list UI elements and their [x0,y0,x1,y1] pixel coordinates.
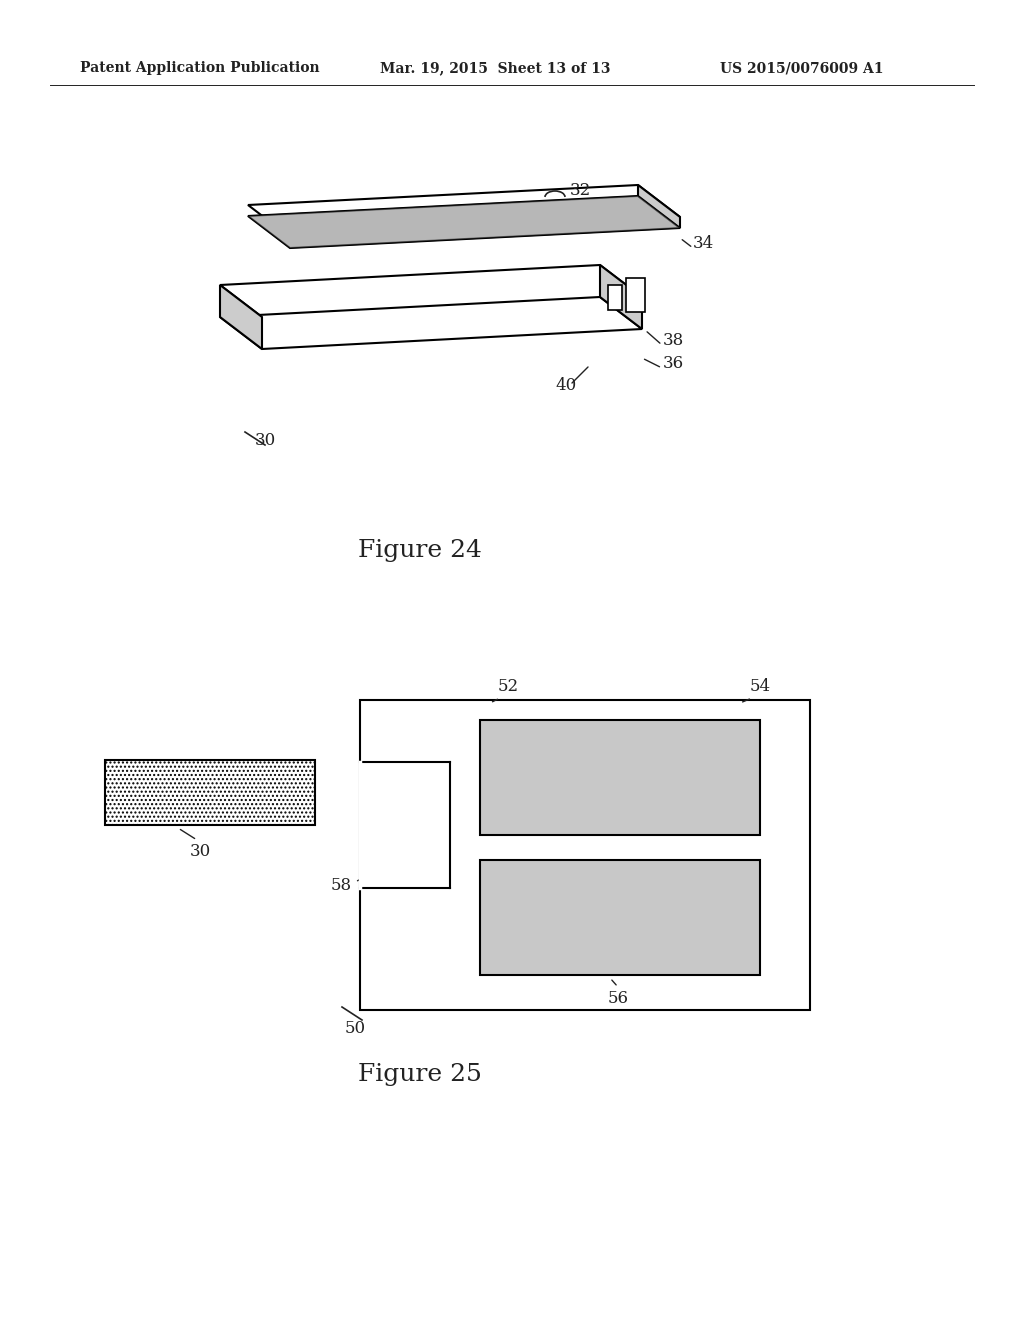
Text: Figure 25: Figure 25 [358,1064,482,1086]
Polygon shape [248,195,680,248]
Text: 30: 30 [255,432,276,449]
Polygon shape [626,279,645,312]
Text: 34: 34 [693,235,715,252]
Bar [105,760,315,825]
Text: US 2015/0076009 A1: US 2015/0076009 A1 [720,61,884,75]
Text: Mar. 19, 2015  Sheet 13 of 13: Mar. 19, 2015 Sheet 13 of 13 [380,61,610,75]
Polygon shape [248,185,680,238]
Text: Figure 24: Figure 24 [358,539,482,561]
Text: 32: 32 [570,182,591,199]
Polygon shape [638,185,680,228]
Text: 30: 30 [189,843,211,861]
Text: Patent Application Publication: Patent Application Publication [80,61,319,75]
Text: 50: 50 [344,1020,366,1038]
Polygon shape [608,285,622,310]
Bar [105,760,315,825]
Text: 40: 40 [555,378,577,393]
Bar [480,861,760,975]
Bar [360,700,810,1010]
Text: 56: 56 [607,990,629,1007]
Polygon shape [220,265,642,317]
Text: 54: 54 [750,678,771,696]
Polygon shape [248,195,680,248]
Bar [360,762,450,888]
Polygon shape [600,265,642,329]
Polygon shape [220,297,642,348]
Text: 38: 38 [663,333,684,348]
Text: 36: 36 [663,355,684,372]
Text: 58: 58 [331,876,352,894]
Polygon shape [220,285,262,348]
Text: 52: 52 [498,678,519,696]
Bar [480,719,760,836]
